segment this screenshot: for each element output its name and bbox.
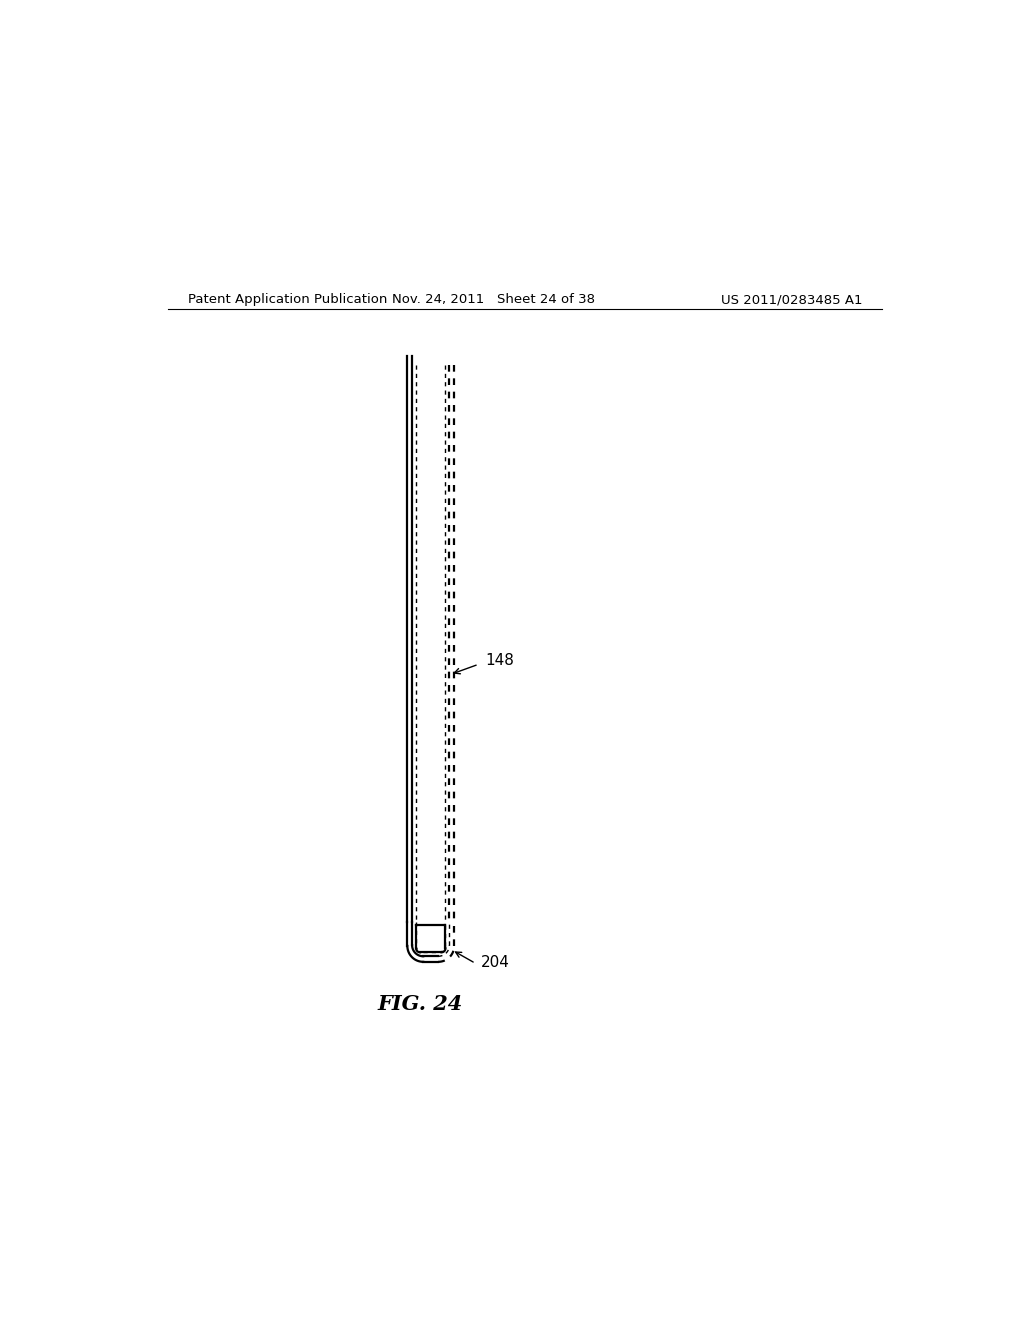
Text: 148: 148 (485, 653, 514, 668)
Text: Patent Application Publication: Patent Application Publication (187, 293, 387, 306)
Text: FIG. 24: FIG. 24 (378, 994, 463, 1014)
Text: 204: 204 (481, 956, 510, 970)
Text: US 2011/0283485 A1: US 2011/0283485 A1 (721, 293, 862, 306)
Text: Nov. 24, 2011   Sheet 24 of 38: Nov. 24, 2011 Sheet 24 of 38 (391, 293, 595, 306)
